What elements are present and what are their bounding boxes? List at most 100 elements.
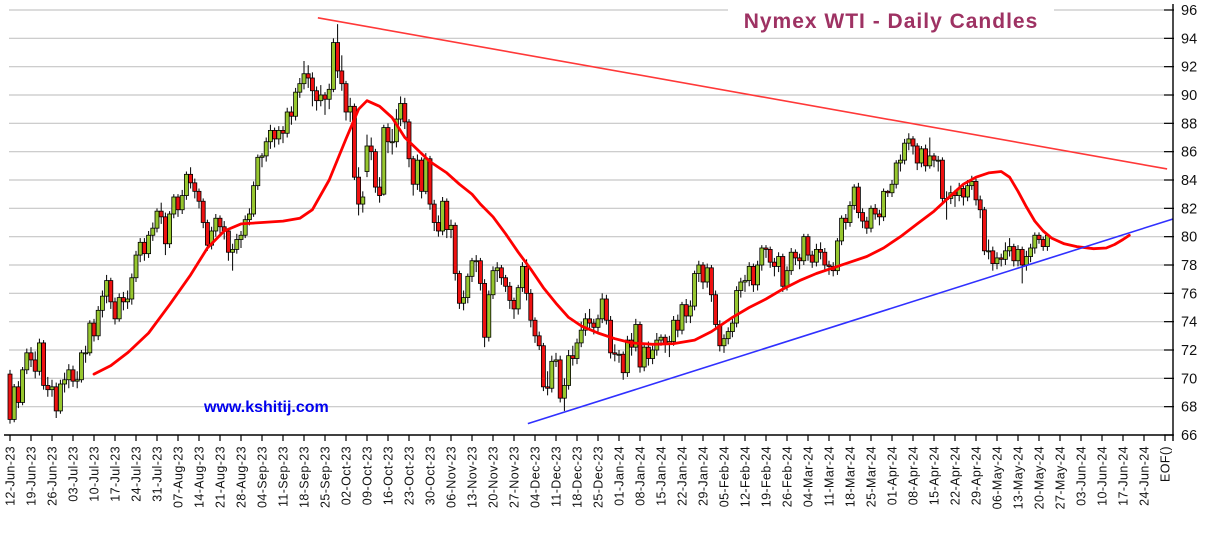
- candle-body: [146, 234, 152, 255]
- candle-body: [402, 103, 408, 123]
- candle-body: [66, 369, 72, 381]
- candle-body: [79, 352, 84, 381]
- candle-body: [751, 266, 756, 286]
- candle-body: [998, 257, 1004, 260]
- moving-average-group: [92, 99, 1131, 376]
- x-axis-label: 19-Feb-24: [760, 446, 774, 507]
- y-axis-label: 84: [1181, 173, 1197, 189]
- candle-body: [188, 173, 194, 184]
- candle-body: [377, 186, 383, 196]
- candle-body: [923, 148, 928, 167]
- x-axis-label: 20-May-24: [1033, 446, 1047, 509]
- candle-body: [112, 301, 118, 320]
- x-axis-label: 24-Jul-23: [130, 446, 144, 502]
- candle-body: [612, 352, 618, 355]
- candle-body: [95, 309, 101, 337]
- candle-body: [167, 213, 173, 245]
- candle-body: [755, 264, 760, 286]
- x-axis-label: 29-Jan-24: [697, 446, 711, 506]
- candle-body: [885, 190, 891, 194]
- x-axis-label: 27-May-24: [1054, 446, 1068, 509]
- candle-body: [931, 155, 937, 161]
- candle-body: [482, 283, 488, 338]
- candle-body: [1032, 234, 1038, 249]
- candle-body: [37, 342, 42, 372]
- candle-body: [58, 383, 63, 412]
- candle-body: [839, 217, 844, 242]
- candle-body: [477, 260, 483, 284]
- x-axis-label: 31-Jul-23: [151, 446, 165, 502]
- candle-body: [213, 217, 219, 232]
- candle-body: [339, 70, 345, 85]
- candle-body: [183, 173, 189, 196]
- candle-body: [822, 251, 828, 266]
- x-axis-label: 30-Oct-23: [424, 446, 438, 505]
- candle-body: [385, 127, 391, 143]
- moving-average-line: [92, 99, 1131, 376]
- candle-body: [805, 236, 811, 256]
- candle-body: [646, 346, 651, 359]
- candle-body: [658, 336, 664, 341]
- x-axis-label: 15-Jan-24: [655, 446, 669, 506]
- x-axis-label: 06-Nov-23: [445, 446, 459, 508]
- candle-body: [616, 353, 622, 356]
- candle-body: [108, 280, 114, 303]
- candle-body: [314, 90, 320, 102]
- candle-body: [372, 151, 378, 188]
- gridlines-group: [9, 9, 1172, 408]
- x-axis-label: 01-Jan-24: [613, 446, 627, 506]
- x-axis-label: 25-Sep-23: [319, 446, 333, 508]
- candle-body: [801, 236, 807, 262]
- candle-body: [776, 256, 781, 267]
- candle-body: [914, 145, 920, 164]
- candle-body: [28, 352, 34, 361]
- candle-body: [990, 250, 996, 264]
- x-axis-label: 12-Jun-23: [4, 446, 18, 506]
- x-axis-label: 14-Aug-23: [193, 446, 207, 508]
- x-axis-label: 20-Nov-23: [487, 446, 501, 508]
- candles-group: [7, 24, 1050, 424]
- x-axis-label: 03-Jul-23: [67, 446, 81, 502]
- candle-body: [549, 360, 555, 389]
- candle-body: [734, 290, 739, 324]
- candle-body: [414, 159, 420, 185]
- candle-body: [528, 292, 534, 321]
- candle-body: [204, 222, 210, 246]
- candle-body: [238, 234, 244, 240]
- candle-body: [398, 103, 404, 120]
- candle-body: [293, 91, 299, 117]
- candle-body: [11, 386, 17, 420]
- candle-body: [910, 138, 916, 147]
- x-axis-label: 26-Feb-24: [781, 446, 795, 507]
- watermark-link[interactable]: www.kshitij.com: [203, 399, 329, 416]
- candle-body: [32, 359, 38, 372]
- candle-body: [511, 300, 517, 310]
- x-axis-label: 04-Mar-24: [802, 446, 816, 507]
- y-axis-label: 72: [1181, 343, 1197, 359]
- candle-body: [671, 319, 676, 342]
- candle-body: [679, 304, 685, 331]
- y-axis-label: 74: [1181, 315, 1197, 331]
- candle-body: [368, 145, 374, 153]
- candle-body: [1036, 234, 1042, 240]
- candle-body: [709, 267, 714, 296]
- candle-body: [444, 200, 450, 230]
- candle-body: [772, 261, 777, 267]
- candle-body: [982, 209, 987, 252]
- candle-body: [137, 241, 143, 256]
- candle-body: [515, 287, 521, 310]
- candle-body: [725, 331, 731, 340]
- y-axis-label: 82: [1181, 201, 1197, 217]
- candle-body: [637, 324, 643, 368]
- candle-body: [591, 322, 597, 328]
- x-axis-label: 03-Jun-24: [1075, 446, 1089, 506]
- x-axis-label: 11-Dec-23: [550, 446, 564, 507]
- candle-body: [200, 200, 206, 223]
- candle-body: [780, 256, 786, 287]
- candle-body: [272, 130, 278, 140]
- x-axis-label: 18-Dec-23: [571, 446, 585, 508]
- candle-body: [994, 257, 1000, 264]
- candle-body: [490, 270, 496, 296]
- candle-body: [902, 142, 907, 161]
- x-axis-label: 26-Jun-23: [46, 446, 60, 506]
